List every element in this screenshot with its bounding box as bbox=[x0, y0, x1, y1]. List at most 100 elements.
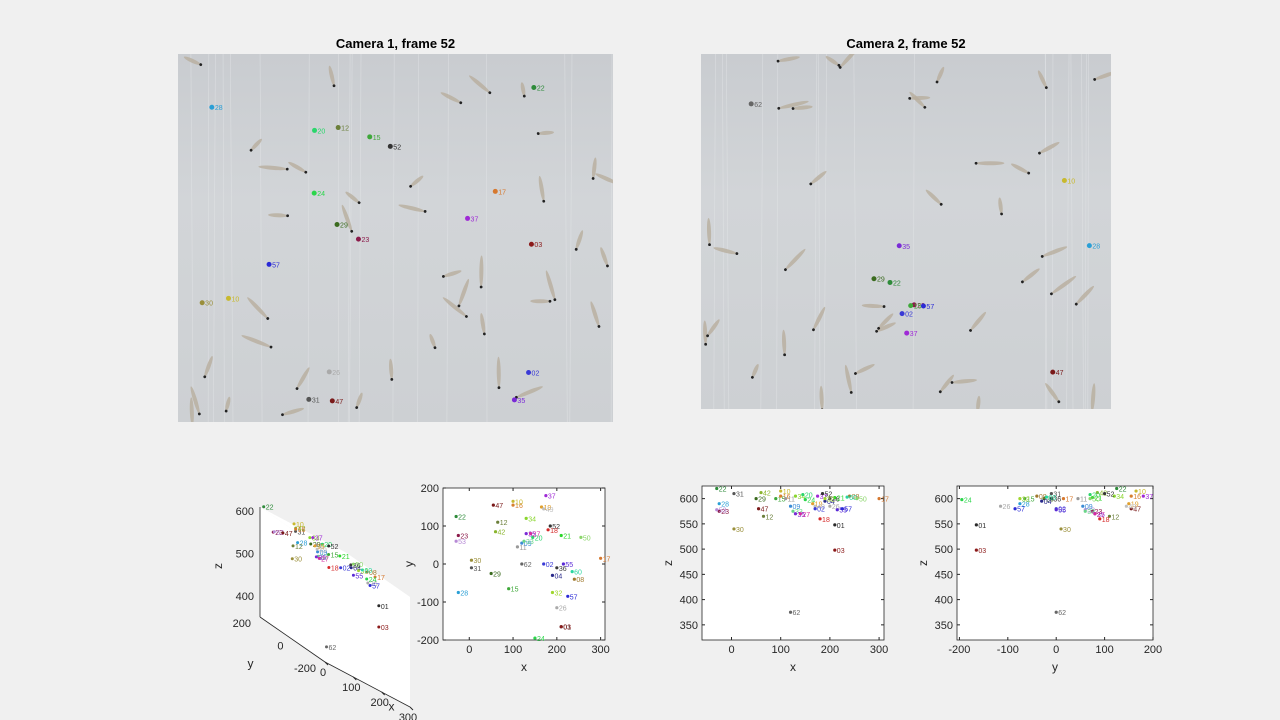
point-label: 12 bbox=[295, 544, 303, 551]
krill bbox=[877, 313, 894, 330]
krill-body bbox=[247, 297, 268, 319]
tank-streak bbox=[213, 54, 216, 422]
krill-eye bbox=[199, 63, 203, 67]
data-point bbox=[599, 556, 603, 560]
point-label: 01 bbox=[837, 523, 845, 530]
krill bbox=[398, 204, 427, 213]
krill-eye bbox=[751, 375, 754, 379]
krill-eye bbox=[1000, 212, 1003, 216]
krill-body bbox=[825, 56, 839, 66]
krill-eye bbox=[281, 413, 284, 417]
data-point bbox=[281, 531, 285, 535]
krill-eye bbox=[332, 84, 336, 88]
point-label: 33 bbox=[795, 509, 803, 516]
data-point bbox=[1023, 497, 1027, 501]
krill bbox=[595, 173, 613, 185]
point-label: 62 bbox=[329, 645, 337, 652]
tank-streak bbox=[760, 54, 764, 409]
krill bbox=[825, 56, 841, 67]
track-label: 62 bbox=[754, 102, 762, 109]
plot-3d[interactable]: 0 100 200 300 -200 0 200 400 500 600 x y z 22 28 23 53 30… bbox=[150, 480, 417, 720]
krill-body bbox=[183, 56, 201, 66]
data-point bbox=[1141, 494, 1145, 498]
krill-body bbox=[530, 299, 550, 304]
krill-eye bbox=[522, 94, 526, 98]
point-label: 10 bbox=[783, 489, 791, 496]
krill-eye bbox=[776, 59, 780, 63]
krill-body bbox=[410, 175, 424, 187]
data-point bbox=[759, 490, 763, 495]
plot-yz[interactable]: -200 -100 0 100 200 350 400 450 500 550 600 y z 22 28 2… bbox=[910, 480, 1170, 680]
data-point bbox=[351, 573, 355, 577]
data-point bbox=[1115, 486, 1119, 491]
data-point bbox=[960, 498, 964, 502]
y-tick-label: 100 bbox=[421, 521, 439, 533]
axes-face bbox=[345, 552, 410, 707]
krill-eye bbox=[809, 182, 813, 186]
point-label: 55 bbox=[839, 508, 847, 515]
data-point bbox=[454, 539, 458, 543]
x-tick-label: 100 bbox=[342, 682, 360, 694]
data-point bbox=[542, 507, 546, 511]
point-label: 37 bbox=[315, 536, 323, 543]
data-point bbox=[1018, 497, 1022, 501]
plot-xy[interactable]: 0 100 200 300 -200 -100 0 100 200 x y 22 28 23 53 30 31 2… bbox=[402, 480, 615, 680]
tank-streak bbox=[564, 54, 568, 422]
point-label: 28 bbox=[721, 502, 729, 509]
krill-body bbox=[600, 247, 608, 266]
krill-body bbox=[356, 392, 363, 408]
plot-xz[interactable]: 0 100 200 300 350 400 450 500 550 600 x z 22 28 23 53 30… bbox=[655, 480, 895, 680]
data-point bbox=[377, 625, 381, 629]
krill-body bbox=[782, 329, 787, 355]
krill-body bbox=[258, 165, 288, 171]
data-point bbox=[833, 496, 837, 500]
point-label: 31 bbox=[473, 566, 481, 573]
point-label: 01 bbox=[978, 523, 986, 530]
data-point bbox=[717, 509, 721, 513]
point-label: 32 bbox=[361, 569, 369, 576]
krill bbox=[258, 165, 289, 171]
data-point bbox=[732, 527, 736, 531]
point-label: 22 bbox=[266, 505, 274, 512]
krill-eye bbox=[950, 381, 954, 384]
krill-body bbox=[778, 56, 800, 62]
krill bbox=[189, 397, 194, 422]
krill-body bbox=[241, 335, 272, 348]
krill bbox=[341, 204, 354, 233]
data-point bbox=[1129, 507, 1133, 511]
x-tick bbox=[352, 676, 357, 681]
data-point bbox=[550, 573, 555, 577]
track-marker bbox=[199, 300, 205, 306]
track-marker bbox=[528, 241, 534, 247]
krill bbox=[875, 322, 896, 333]
track-label: 17 bbox=[498, 189, 506, 196]
track-marker bbox=[920, 303, 926, 309]
data-point bbox=[801, 492, 805, 497]
track-marker bbox=[896, 243, 902, 249]
axes-face bbox=[260, 507, 325, 662]
data-point bbox=[520, 562, 524, 566]
tank-streak bbox=[726, 54, 730, 409]
point-label: 04 bbox=[827, 499, 835, 506]
data-point bbox=[1035, 494, 1039, 498]
point-label: 30 bbox=[294, 557, 302, 564]
point-label: 57 bbox=[570, 594, 578, 601]
data-point bbox=[317, 556, 321, 560]
point-label: 02 bbox=[1058, 507, 1066, 514]
krill bbox=[530, 299, 552, 304]
krill-eye bbox=[488, 91, 492, 95]
track-marker bbox=[465, 215, 471, 221]
data-point bbox=[489, 571, 493, 576]
track-marker bbox=[748, 101, 754, 107]
point-label: 32 bbox=[827, 497, 835, 504]
point-label: 42 bbox=[763, 491, 771, 498]
axes-box bbox=[442, 487, 606, 641]
krill bbox=[1045, 383, 1061, 404]
z-tick-label: 500 bbox=[236, 549, 254, 561]
z-axis-label: z bbox=[211, 563, 225, 569]
krill-eye bbox=[791, 107, 795, 110]
x-tick-label: 100 bbox=[1095, 644, 1113, 656]
point-label: 16 bbox=[515, 503, 523, 510]
krill-body bbox=[940, 374, 954, 392]
data-point bbox=[366, 581, 370, 585]
